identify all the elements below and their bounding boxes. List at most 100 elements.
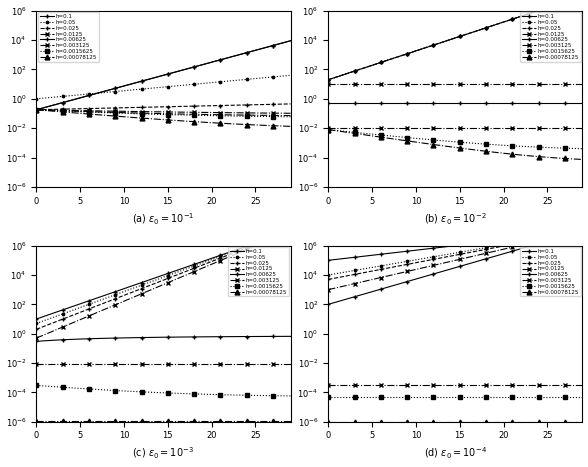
h=0.0125 <box>500 81 507 87</box>
h=0.05 <box>33 321 40 326</box>
h=0.1 <box>395 54 402 59</box>
h=0.05 <box>85 302 92 307</box>
h=0.025 <box>421 45 428 51</box>
h=0.05 <box>421 45 428 51</box>
h=0.00078125 <box>199 120 206 125</box>
h=0.0125 <box>235 110 242 116</box>
h=0.025 <box>33 107 40 113</box>
h=0.00625 <box>112 335 119 341</box>
h=0.003125 <box>474 382 481 388</box>
h=0.05 <box>369 265 376 270</box>
h=0.0015625 <box>474 394 481 400</box>
h=0.0015625 <box>199 113 206 118</box>
h=0.025 <box>85 106 92 111</box>
h=0.0125 <box>33 335 40 341</box>
h=0.1 <box>138 78 145 84</box>
h=0.003125 <box>226 361 233 367</box>
h=0.025 <box>369 268 376 274</box>
h=0.1 <box>439 244 446 250</box>
h=0.1 <box>395 249 402 255</box>
h=0.1 <box>491 22 498 28</box>
h=0.025 <box>517 14 524 19</box>
h=0.0125 <box>226 254 233 260</box>
Line: h=0.0015625: h=0.0015625 <box>34 107 293 119</box>
h=0.00078125 <box>85 418 92 424</box>
h=0.00625 <box>94 90 101 96</box>
h=0.05 <box>208 257 215 262</box>
h=0.025 <box>570 4 577 9</box>
Legend: h=0.1, h=0.05, h=0.025, h=0.0125, h=0.00625, h=0.003125, h=0.0015625, h=0.000781: h=0.1, h=0.05, h=0.025, h=0.0125, h=0.00… <box>520 13 581 62</box>
h=0.0125 <box>191 109 198 115</box>
h=0.00078125 <box>500 150 507 156</box>
h=0.05 <box>164 84 171 90</box>
h=0.00078125 <box>243 418 250 424</box>
h=0.0125 <box>217 110 224 115</box>
Line: h=0.1: h=0.1 <box>326 239 585 263</box>
h=0.0125 <box>287 111 294 116</box>
h=0.05 <box>360 266 367 272</box>
h=0.00625 <box>269 43 276 49</box>
h=0.0125 <box>260 110 268 116</box>
h=0.00625 <box>430 100 437 106</box>
h=0.1 <box>278 239 285 244</box>
h=0.00078125 <box>208 418 215 424</box>
h=0.00078125 <box>474 419 481 425</box>
h=0.05 <box>526 239 533 244</box>
h=0.025 <box>173 104 180 109</box>
h=0.05 <box>386 57 393 62</box>
h=0.0015625 <box>491 394 498 400</box>
h=0.003125 <box>42 107 49 113</box>
h=0.025 <box>351 272 358 277</box>
h=0.0125 <box>465 81 472 87</box>
h=0.003125 <box>191 112 198 117</box>
h=0.00078125 <box>182 418 189 424</box>
h=0.00078125 <box>121 418 128 424</box>
h=0.1 <box>483 25 490 31</box>
h=0.00625 <box>360 291 367 297</box>
h=0.0125 <box>121 108 128 114</box>
Line: h=0.0125: h=0.0125 <box>34 239 293 340</box>
h=0.1 <box>412 248 419 253</box>
h=0.00625 <box>199 62 206 67</box>
h=0.00625 <box>579 100 586 106</box>
h=0.0015625 <box>138 389 145 395</box>
Line: h=0.00625: h=0.00625 <box>34 334 293 344</box>
h=0.0015625 <box>360 394 367 400</box>
h=0.05 <box>403 259 410 264</box>
h=0.0125 <box>544 81 551 87</box>
h=0.1 <box>287 38 294 43</box>
h=0.1 <box>235 52 242 58</box>
h=0.025 <box>579 239 586 244</box>
h=0.0015625 <box>121 111 128 116</box>
h=0.025 <box>59 316 66 322</box>
h=0.05 <box>360 65 367 71</box>
Line: h=0.00078125: h=0.00078125 <box>326 127 585 162</box>
h=0.0125 <box>369 277 376 283</box>
h=0.00078125 <box>112 113 119 119</box>
h=0.0015625 <box>412 135 419 141</box>
h=0.05 <box>395 260 402 266</box>
h=0.0125 <box>103 306 110 311</box>
h=0.00078125 <box>369 133 376 139</box>
h=0.0125 <box>325 287 332 292</box>
h=0.025 <box>526 11 533 16</box>
h=0.025 <box>42 107 49 113</box>
h=0.1 <box>252 48 259 53</box>
h=0.1 <box>156 74 163 79</box>
h=0.05 <box>235 78 242 83</box>
h=0.025 <box>333 74 340 80</box>
h=0.1 <box>562 4 569 9</box>
h=0.025 <box>570 239 577 244</box>
h=0.05 <box>483 245 490 250</box>
h=0.00625 <box>103 88 110 93</box>
h=0.0125 <box>517 242 524 248</box>
h=0.1 <box>252 241 259 246</box>
h=0.025 <box>439 39 446 45</box>
h=0.025 <box>235 102 242 108</box>
h=0.05 <box>191 263 198 269</box>
h=0.0125 <box>129 295 136 300</box>
Line: h=0.0015625: h=0.0015625 <box>326 127 585 151</box>
h=0.1 <box>287 239 294 244</box>
h=0.00625 <box>85 336 92 341</box>
h=0.025 <box>147 283 154 288</box>
